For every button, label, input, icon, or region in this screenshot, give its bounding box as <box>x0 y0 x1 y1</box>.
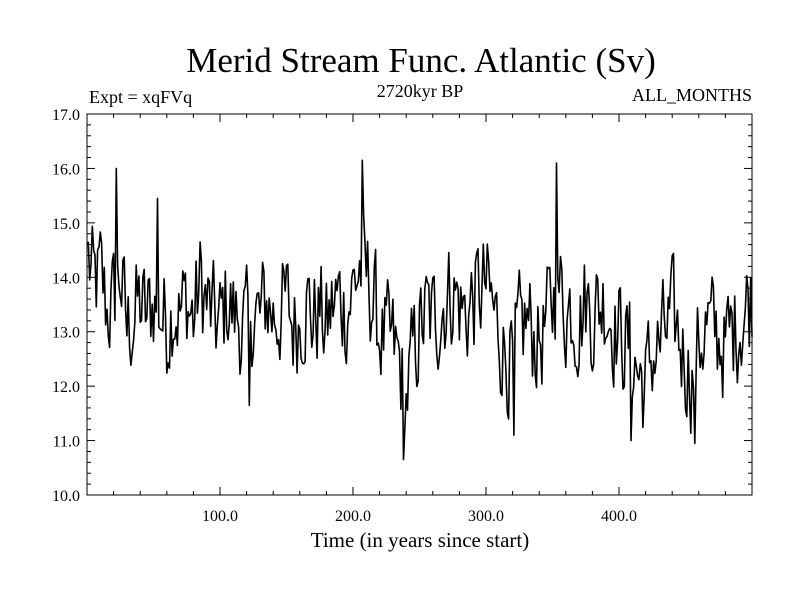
ticks-layer: 10.0 11.0 12.0 13.0 14.0 15.0 16.0 17.0 100.0 200… <box>52 107 752 525</box>
x-tick-label: 100.0 <box>202 508 238 525</box>
chart-title: Merid Stream Func. Atlantic (Sv) <box>186 41 656 80</box>
series-line <box>87 159 753 461</box>
y-tick-label: 12.0 <box>52 379 80 396</box>
months-label: ALL_MONTHS <box>632 85 752 105</box>
experiment-label: Expt = xqFVq <box>89 87 192 107</box>
y-tick-label: 10.0 <box>52 488 80 505</box>
y-tick-label: 15.0 <box>52 216 80 233</box>
y-tick-label: 14.0 <box>52 270 80 287</box>
y-tick-label: 16.0 <box>52 161 80 178</box>
x-tick-label: 400.0 <box>601 508 637 525</box>
y-tick-label: 17.0 <box>52 107 80 124</box>
y-tick-label: 13.0 <box>52 325 80 342</box>
plot-frame <box>86 113 753 496</box>
y-tick-label: 11.0 <box>53 434 80 451</box>
period-label: 2720kyr BP <box>377 81 464 101</box>
x-axis-label: Time (in years since start) <box>311 528 530 552</box>
series-layer <box>87 159 753 461</box>
x-tick-label: 200.0 <box>335 508 371 525</box>
x-tick-label: 300.0 <box>468 508 504 525</box>
